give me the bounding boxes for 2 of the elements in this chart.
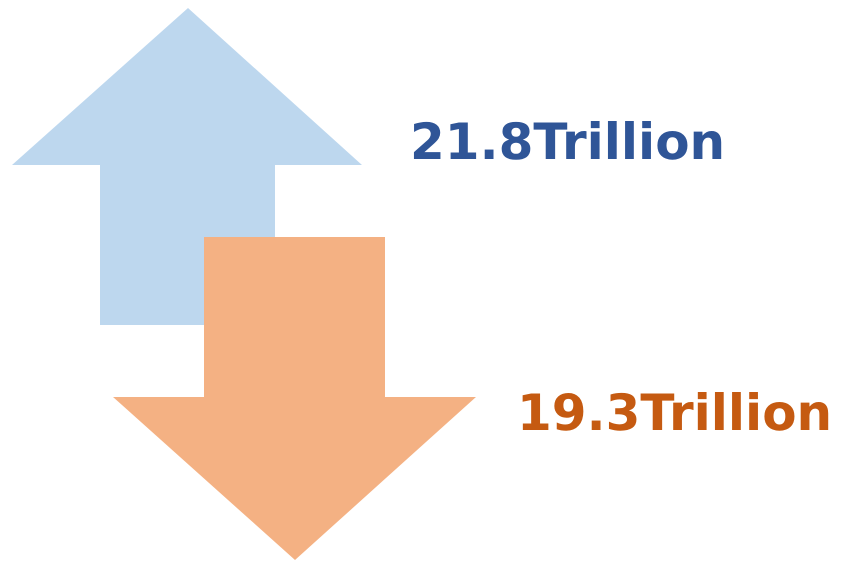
data-label: 19.3Trillion	[517, 384, 832, 442]
data-label: 21.8Trillion	[410, 113, 726, 171]
